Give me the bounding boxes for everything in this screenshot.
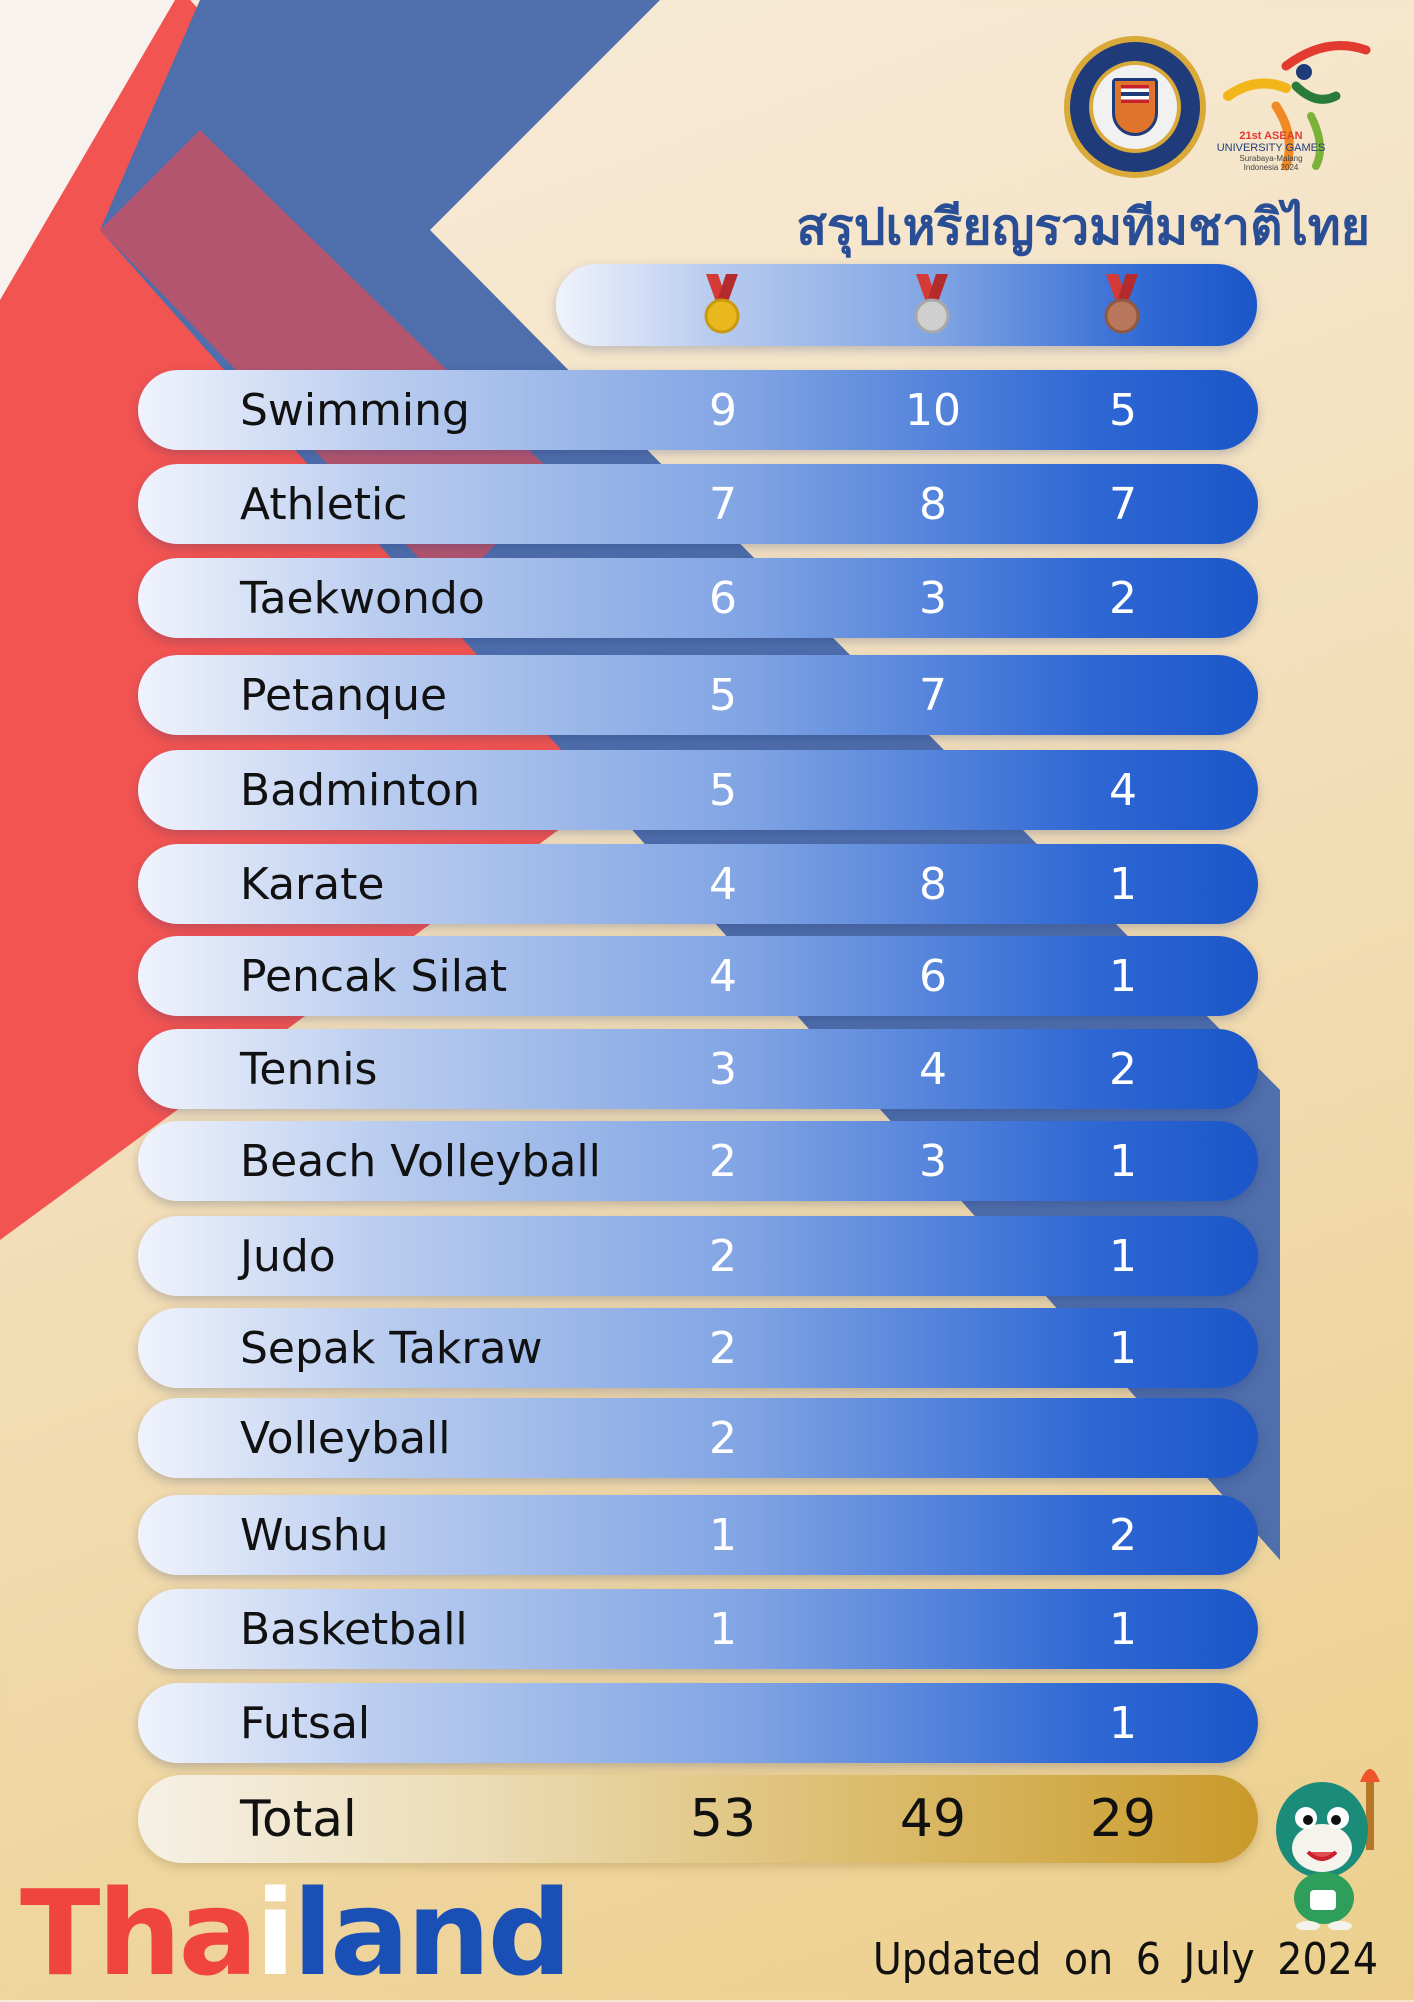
bronze-count: 2 bbox=[1109, 1509, 1137, 1561]
table-row: Badminton 5 4 bbox=[138, 750, 1258, 830]
gold-count: 9 bbox=[709, 384, 737, 436]
table-row: Tennis 3 4 2 bbox=[138, 1029, 1258, 1109]
bronze-count: 2 bbox=[1109, 572, 1137, 624]
silver-count: 3 bbox=[919, 572, 947, 624]
gold-count: 2 bbox=[709, 1135, 737, 1187]
sport-name: Taekwondo bbox=[240, 572, 485, 624]
sport-name: Swimming bbox=[240, 384, 470, 436]
page-title: สรุปเหรียญรวมทีมชาติไทย bbox=[796, 198, 1370, 256]
table-row: Basketball 1 1 bbox=[138, 1589, 1258, 1669]
bronze-medal-icon bbox=[1104, 274, 1140, 334]
silver-medal-icon bbox=[914, 274, 950, 334]
sport-name: Athletic bbox=[240, 478, 408, 530]
gold-count: 3 bbox=[709, 1043, 737, 1095]
bronze-count: 1 bbox=[1109, 950, 1137, 1002]
silver-count bbox=[883, 1589, 983, 1669]
wordmark-part-3: land bbox=[292, 1864, 573, 2002]
table-row: Pencak Silat 4 6 1 bbox=[138, 936, 1258, 1016]
asean-games-text: 21st ASEAN UNIVERSITY GAMES Surabaya-Mal… bbox=[1216, 130, 1326, 172]
silver-count bbox=[883, 1398, 983, 1478]
bronze-count: 4 bbox=[1109, 764, 1137, 816]
silver-count bbox=[883, 750, 983, 830]
gold-count: 7 bbox=[709, 478, 737, 530]
gold-count: 5 bbox=[709, 669, 737, 721]
silver-count bbox=[883, 1495, 983, 1575]
gold-count: 1 bbox=[709, 1509, 737, 1561]
gold-count: 5 bbox=[709, 764, 737, 816]
wordmark-part-2: i bbox=[255, 1864, 295, 2002]
gold-count: 6 bbox=[709, 572, 737, 624]
shield-icon bbox=[1112, 78, 1158, 136]
bronze-count bbox=[1073, 655, 1173, 735]
gold-count: 4 bbox=[709, 858, 737, 910]
bronze-count: 1 bbox=[1109, 1603, 1137, 1655]
university-sports-board-logo bbox=[1064, 36, 1206, 178]
silver-count: 6 bbox=[919, 950, 947, 1002]
bronze-count: 7 bbox=[1109, 478, 1137, 530]
bronze-count: 1 bbox=[1109, 1135, 1137, 1187]
aug-line-4: Indonesia 2024 bbox=[1243, 163, 1299, 172]
gold-count: 2 bbox=[709, 1412, 737, 1464]
sport-name: Futsal bbox=[240, 1697, 371, 1749]
table-row: Wushu 1 2 bbox=[138, 1495, 1258, 1575]
table-row: Athletic 7 8 7 bbox=[138, 464, 1258, 544]
wordmark-part-1: Tha bbox=[20, 1864, 258, 2002]
sport-name: Wushu bbox=[240, 1509, 389, 1561]
aug-line-1: 21st ASEAN bbox=[1239, 130, 1303, 142]
silver-count: 8 bbox=[919, 858, 947, 910]
table-row: Taekwondo 6 3 2 bbox=[138, 558, 1258, 638]
sport-name: Basketball bbox=[240, 1603, 468, 1655]
silver-count: 7 bbox=[919, 669, 947, 721]
silver-count bbox=[883, 1216, 983, 1296]
updated-date: Updated on 6 July 2024 bbox=[872, 1934, 1378, 1985]
thailand-wordmark: Thailand bbox=[20, 1868, 572, 1998]
table-row: Beach Volleyball 2 3 1 bbox=[138, 1121, 1258, 1201]
gold-count bbox=[673, 1683, 773, 1763]
bronze-count: 1 bbox=[1109, 1230, 1137, 1282]
table-row: Petanque 5 7 bbox=[138, 655, 1258, 735]
silver-count: 8 bbox=[919, 478, 947, 530]
aug-line-2: UNIVERSITY GAMES bbox=[1216, 142, 1326, 154]
sport-name: Pencak Silat bbox=[240, 950, 508, 1002]
silver-count bbox=[883, 1308, 983, 1388]
table-row: Volleyball 2 bbox=[138, 1398, 1258, 1478]
mascot-image bbox=[1276, 1769, 1380, 1930]
sport-name: Petanque bbox=[240, 669, 448, 721]
gold-count: 2 bbox=[709, 1322, 737, 1374]
total-gold: 53 bbox=[689, 1789, 757, 1849]
sport-name: Judo bbox=[240, 1230, 336, 1282]
sport-name: Volleyball bbox=[240, 1412, 451, 1464]
gold-count: 1 bbox=[709, 1603, 737, 1655]
bronze-count: 1 bbox=[1109, 1697, 1137, 1749]
table-row: Judo 2 1 bbox=[138, 1216, 1258, 1296]
gold-count: 2 bbox=[709, 1230, 737, 1282]
silver-count: 10 bbox=[905, 384, 961, 436]
aug-line-3: Surabaya-Malang bbox=[1239, 154, 1303, 163]
silver-count: 4 bbox=[919, 1043, 947, 1095]
silver-count: 3 bbox=[919, 1135, 947, 1187]
bronze-count: 2 bbox=[1109, 1043, 1137, 1095]
table-row: Sepak Takraw 2 1 bbox=[138, 1308, 1258, 1388]
asean-university-games-logo bbox=[1223, 41, 1371, 171]
sport-name: Tennis bbox=[240, 1043, 378, 1095]
gold-medal-icon bbox=[704, 274, 740, 334]
sport-name: Beach Volleyball bbox=[240, 1135, 601, 1187]
bronze-count: 1 bbox=[1109, 1322, 1137, 1374]
total-row: Total 53 49 29 bbox=[138, 1775, 1258, 1863]
sport-name: Karate bbox=[240, 858, 385, 910]
gold-count: 4 bbox=[709, 950, 737, 1002]
total-bronze: 29 bbox=[1089, 1789, 1157, 1849]
silver-count bbox=[883, 1683, 983, 1763]
bronze-count: 1 bbox=[1109, 858, 1137, 910]
bronze-count: 5 bbox=[1109, 384, 1137, 436]
total-label: Total bbox=[240, 1790, 357, 1848]
sport-name: Badminton bbox=[240, 764, 481, 816]
total-silver: 49 bbox=[899, 1789, 967, 1849]
table-row: Futsal 1 bbox=[138, 1683, 1258, 1763]
medal-header bbox=[556, 264, 1257, 346]
table-row: Swimming 9 10 5 bbox=[138, 370, 1258, 450]
sport-name: Sepak Takraw bbox=[240, 1322, 543, 1374]
table-row: Karate 4 8 1 bbox=[138, 844, 1258, 924]
bronze-count bbox=[1073, 1398, 1173, 1478]
